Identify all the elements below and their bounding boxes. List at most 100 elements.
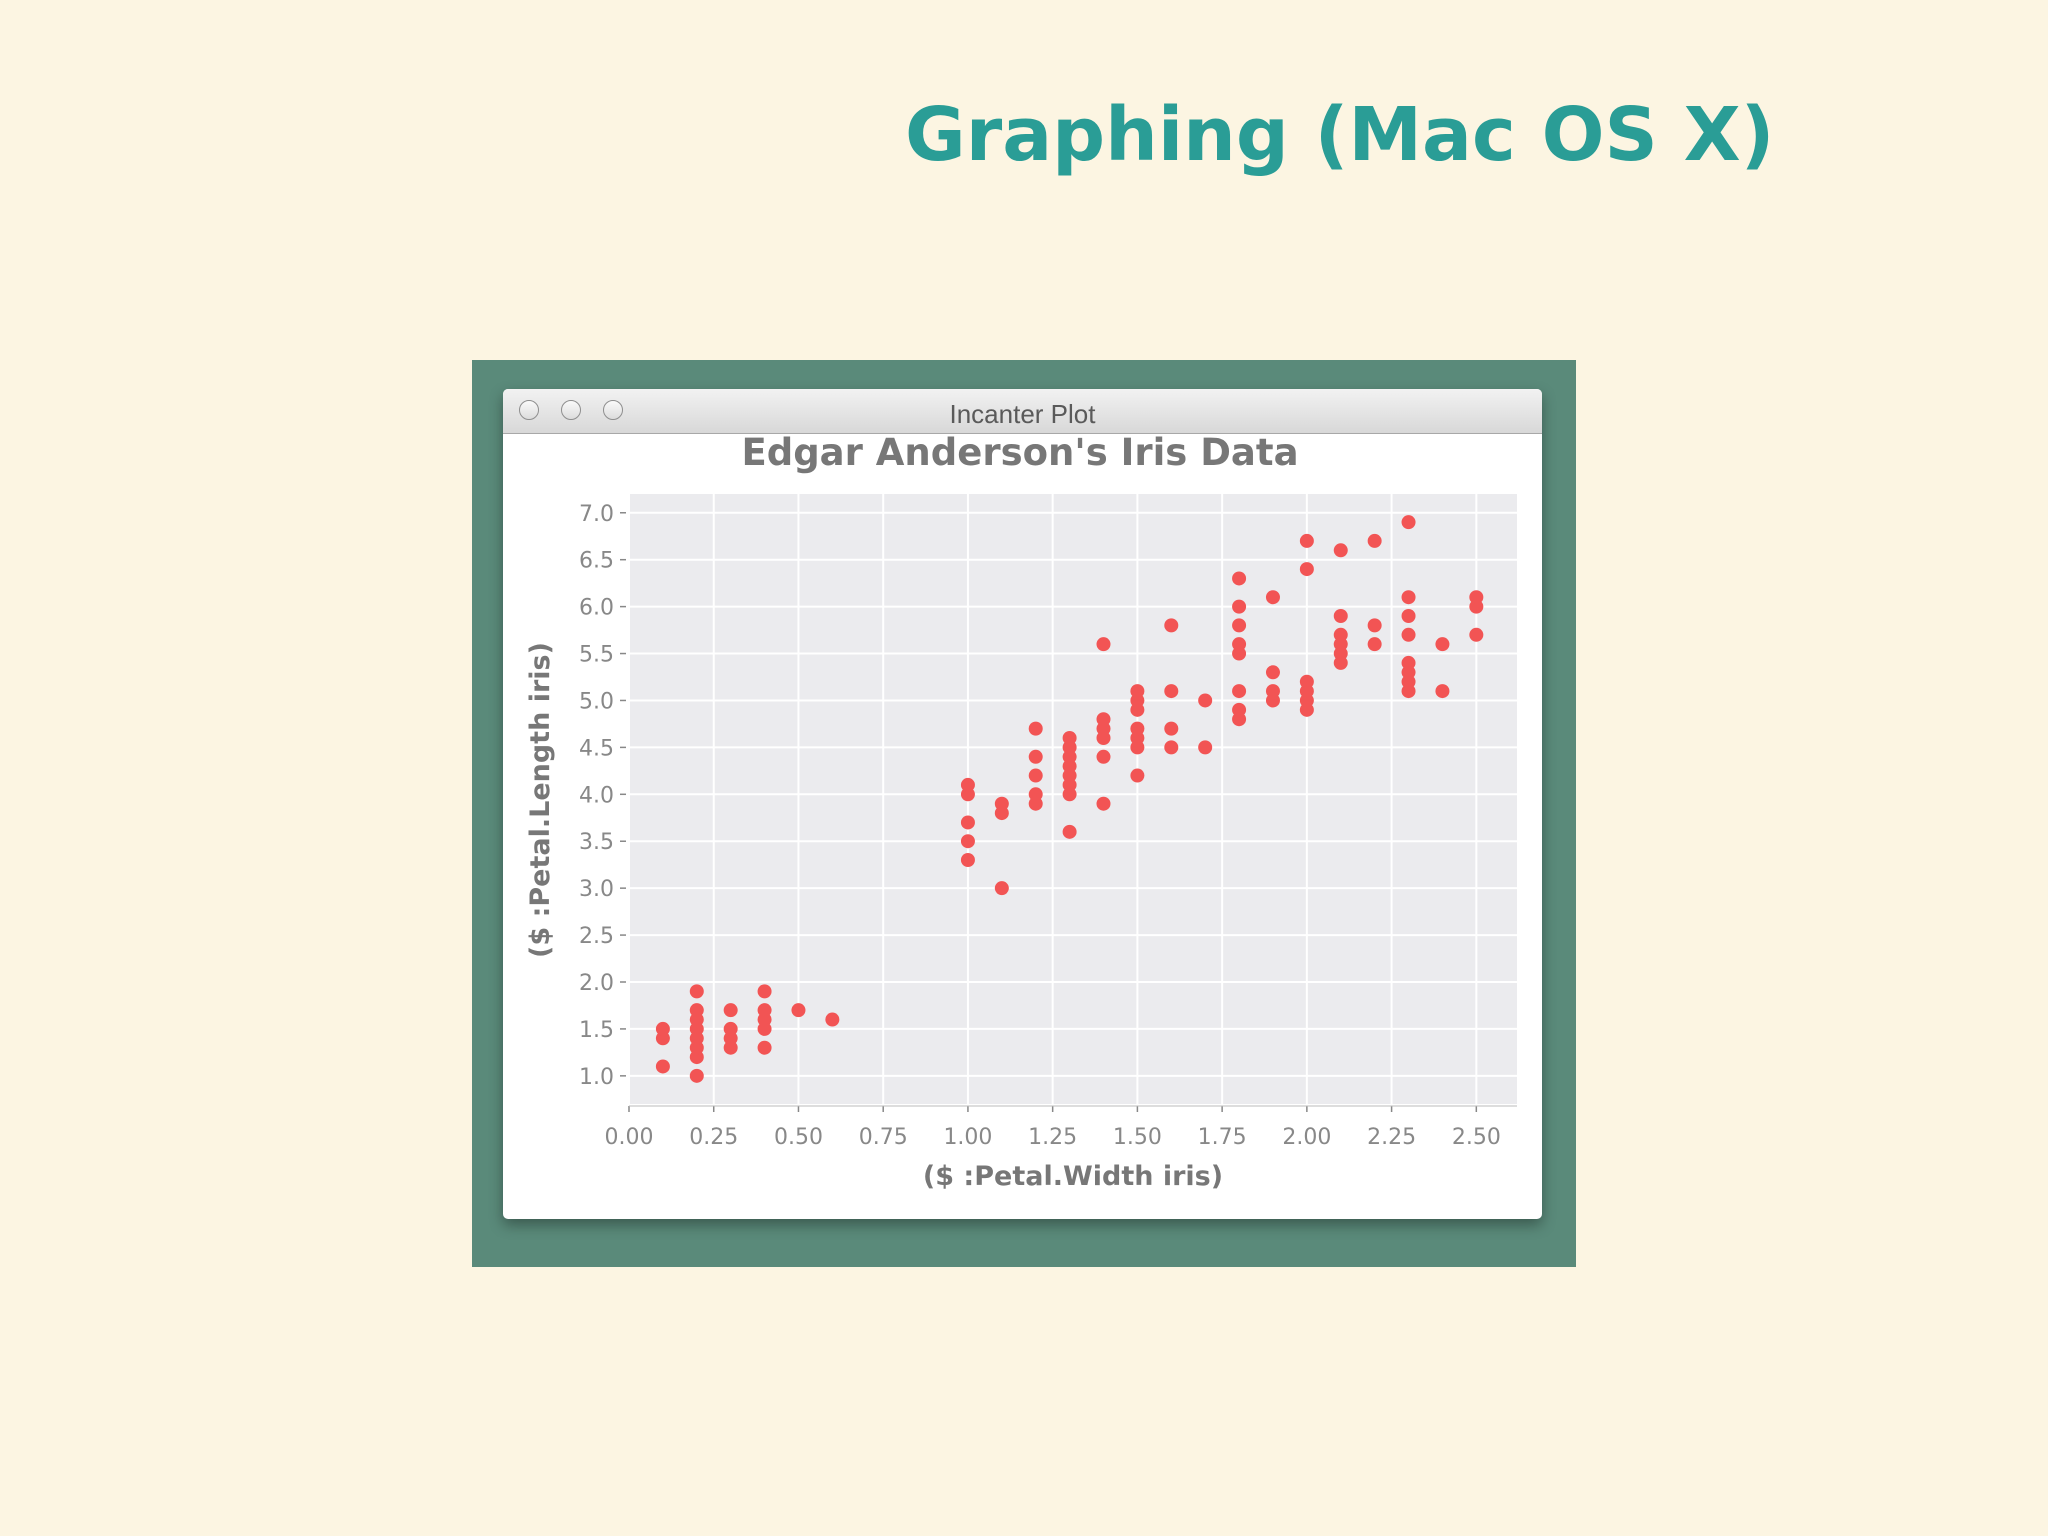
y-axis: 1.0 1.5 2.0 2.5 3.0 3.5 4.0 4.5 5.0 5.5 6.0 6.5 7.0 [579, 502, 626, 1090]
y-tick-label: 1.0 [579, 1065, 614, 1090]
y-tick-label: 3.0 [579, 877, 614, 902]
data-point [1299, 674, 1314, 689]
data-point [1028, 787, 1043, 802]
data-point [1367, 533, 1382, 548]
minimize-window-button[interactable] [561, 400, 581, 420]
data-point [1232, 571, 1247, 586]
data-point [1062, 731, 1077, 745]
data-point [994, 796, 1009, 811]
data-point [1401, 655, 1416, 670]
data-point [1130, 684, 1145, 699]
x-tick-label: 1.25 [1028, 1125, 1077, 1150]
data-point [1469, 590, 1484, 605]
data-point [1367, 618, 1382, 633]
data-point [1232, 599, 1247, 614]
window-title: Incanter Plot [949, 399, 1096, 429]
data-point [1435, 637, 1450, 652]
data-point [1062, 824, 1077, 839]
x-tick-label: 1.50 [1113, 1125, 1162, 1150]
x-tick-label: 0.50 [774, 1125, 823, 1150]
data-point [791, 1003, 806, 1018]
data-point [1198, 693, 1213, 708]
data-point [1333, 609, 1348, 623]
x-tick-label: 2.00 [1282, 1125, 1331, 1150]
data-point [1469, 627, 1484, 642]
data-point [1096, 637, 1111, 652]
y-tick-label: 7.0 [579, 502, 614, 527]
data-point [1333, 627, 1348, 642]
data-point [960, 815, 975, 830]
data-point [1367, 637, 1382, 652]
x-tick-label: 1.75 [1198, 1125, 1247, 1150]
y-tick-label: 1.5 [579, 1018, 614, 1043]
x-tick-label: 0.00 [605, 1125, 654, 1150]
data-point [1130, 768, 1145, 783]
window-titlebar[interactable]: Incanter Plot [503, 389, 1542, 434]
data-point [1435, 684, 1450, 699]
scatter-chart: Edgar Anderson's Iris Data 0.00 0.25 0.50 0… [525, 434, 1517, 1192]
data-point [1401, 609, 1416, 623]
y-tick-label: 4.0 [579, 783, 614, 808]
data-point [1265, 590, 1280, 605]
data-point [1232, 684, 1247, 699]
data-point [1401, 590, 1416, 605]
y-tick-label: 3.5 [579, 830, 614, 855]
data-point [1232, 702, 1247, 717]
data-point [689, 1003, 704, 1018]
data-point [1401, 515, 1416, 530]
grid-lines [628, 494, 1517, 1104]
data-point [1299, 533, 1314, 548]
data-points [655, 515, 1484, 1083]
y-tick-label: 5.5 [579, 643, 614, 668]
x-axis-label: ($ :Petal.Width iris) [923, 1161, 1223, 1192]
data-point [1265, 684, 1280, 699]
data-point [1333, 543, 1348, 558]
data-point [723, 1021, 738, 1036]
data-point [689, 984, 704, 999]
data-point [1028, 749, 1043, 764]
y-tick-label: 5.0 [579, 689, 614, 714]
chart-title: Edgar Anderson's Iris Data [741, 434, 1298, 474]
data-point [1164, 618, 1179, 633]
y-axis-label: ($ :Petal.Length iris) [525, 642, 556, 958]
data-point [960, 777, 975, 792]
data-point [757, 1040, 772, 1055]
data-point [1130, 721, 1145, 736]
data-point [1265, 665, 1280, 680]
x-tick-label: 0.75 [859, 1125, 908, 1150]
data-point [1164, 721, 1179, 736]
y-tick-label: 4.5 [579, 736, 614, 761]
data-point [1164, 740, 1179, 755]
x-tick-label: 2.25 [1367, 1125, 1416, 1150]
data-point [1299, 562, 1314, 577]
y-tick-label: 6.0 [579, 596, 614, 621]
data-point [655, 1059, 670, 1074]
data-point [960, 834, 975, 849]
data-point [1401, 627, 1416, 642]
data-point [1198, 740, 1213, 755]
data-point [994, 881, 1009, 896]
zoom-window-button[interactable] [603, 400, 623, 420]
data-point [1096, 712, 1111, 727]
data-point [1096, 796, 1111, 811]
y-tick-label: 6.5 [579, 549, 614, 574]
data-point [1028, 721, 1043, 736]
data-point [723, 1003, 738, 1018]
data-point [1164, 684, 1179, 699]
x-tick-label: 1.00 [943, 1125, 992, 1150]
y-tick-label: 2.0 [579, 971, 614, 996]
close-window-button[interactable] [519, 400, 539, 420]
x-tick-label: 2.50 [1452, 1125, 1501, 1150]
x-axis: 0.00 0.25 0.50 0.75 1.00 1.25 1.50 1.75 2.00 2.25… [605, 1105, 1517, 1150]
data-point [757, 1003, 772, 1018]
data-point [655, 1021, 670, 1036]
y-tick-label: 2.5 [579, 924, 614, 949]
data-point [825, 1012, 840, 1027]
slide-title: Graphing (Mac OS X) [905, 92, 1775, 178]
x-tick-label: 0.25 [689, 1125, 738, 1150]
data-point [1096, 749, 1111, 764]
data-point [1028, 768, 1043, 783]
data-point [960, 853, 975, 867]
data-point [689, 1068, 704, 1083]
plot-window: Incanter Plot Edgar Anderson's Iris Data… [503, 389, 1542, 1219]
